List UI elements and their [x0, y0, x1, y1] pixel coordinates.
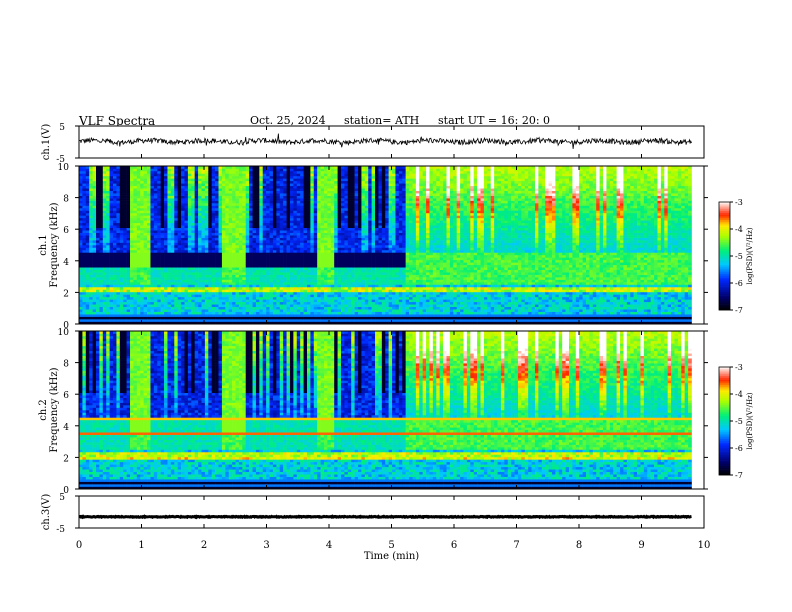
ch1-spectrogram-colorbar-tick-m4: -4: [735, 225, 743, 234]
x-tick-3: 3: [263, 540, 269, 551]
ch3-ytick-bottom: -5: [56, 525, 65, 535]
ch1-trace: [79, 133, 692, 149]
ch1-ytick-bottom: -5: [56, 155, 65, 165]
ch1-spectrogram-panel: 0 2 4 6 8 10 ch.1 Frequency (kHz) -3 -4 -5 -6 -7 log(…: [38, 163, 754, 331]
x-axis-label: Time (min): [364, 551, 419, 562]
x-tick-9: 9: [638, 540, 644, 551]
ch1-spectrogram-colorbar-tick-m3: -3: [735, 198, 743, 207]
ch2-spectrogram-ytick-6: 6: [63, 391, 69, 401]
ch2-spectrogram-ytick-4: 4: [63, 423, 69, 433]
ch2-spectrogram-ylabel-frequency: Frequency (kHz): [49, 367, 60, 452]
ch2-spectrogram-ytick-10: 10: [58, 328, 70, 338]
station-label: station= ATH: [344, 114, 419, 127]
ch1-spectrogram-ylabel-frequency: Frequency (kHz): [49, 202, 60, 287]
x-tick-2: 2: [201, 540, 207, 551]
x-tick-5: 5: [388, 540, 394, 551]
ch2-spectrogram-cells: [79, 331, 692, 490]
ch2-spectrogram-colorbar-tick-m6: -6: [735, 444, 743, 453]
start-time-label: start UT = 16: 20: 0: [438, 114, 550, 127]
ch3-panel: 5 -5 ch.3(V): [41, 493, 705, 535]
ch1-ytick-top: 5: [59, 123, 65, 133]
ch1-spectrogram-colorbar-tick-m7: -7: [735, 306, 743, 315]
ch3-ytick-top: 5: [59, 493, 65, 503]
x-tick-8: 8: [576, 540, 582, 551]
ch3-frame: [78, 495, 705, 529]
x-axis: 0 1 2 3 4 5 6 7 8 9 10 Time (min): [76, 540, 711, 562]
ch1-spectrogram-ytick-8: 8: [63, 195, 69, 205]
x-tick-1: 1: [138, 540, 144, 551]
ch1-spectrogram-cells: [79, 166, 692, 325]
ch2-spectrogram-colorbar-tick-m4: -4: [735, 390, 743, 399]
ch1-spectrogram-ytick-6: 6: [63, 226, 69, 236]
ch2-spectrogram-colorbar: -3 -4 -5 -6 -7 log(PSD)(V²/Hz): [718, 363, 754, 480]
ch2-spectrogram-ylabel-channel: ch.2: [38, 399, 49, 421]
x-tick-10: 10: [698, 540, 711, 551]
ch2-spectrogram-ytick-2: 2: [63, 454, 69, 464]
ch2-spectrogram-panel: 0 2 4 6 8 10 ch.2 Frequency (kHz) -3 -4 -5 -6 -7 log(…: [38, 328, 754, 496]
x-tick-7: 7: [513, 540, 519, 551]
ch1-spectrogram-colorbar-tick-m5: -5: [735, 252, 743, 261]
ch1-spectrogram-colorbar: -3 -4 -5 -6 -7 log(PSD)(V²/Hz): [718, 198, 754, 315]
ch1-spectrogram-colorbar-label: log(PSD)(V²/Hz): [746, 227, 754, 284]
x-tick-6: 6: [451, 540, 457, 551]
ch1-spectrogram-colorbar-tick-m6: -6: [735, 279, 743, 288]
ch2-spectrogram-ytick-8: 8: [63, 360, 69, 370]
ch3-trace: [78, 514, 692, 520]
ch2-spectrogram-colorbar-label: log(PSD)(V²/Hz): [746, 392, 754, 449]
ch1-spectrogram-ylabel-channel: ch.1: [38, 234, 49, 256]
chart-title: VLF Spectra: [79, 114, 155, 128]
x-tick-4: 4: [326, 540, 332, 551]
ch1-ylabel: ch.1(V): [41, 124, 52, 161]
ch1-spectrogram-ytick-0: 0: [63, 321, 69, 331]
x-tick-0: 0: [76, 540, 82, 551]
ch2-spectrogram-colorbar-tick-m5: -5: [735, 417, 743, 426]
ch1-spectrogram-ytick-10: 10: [58, 163, 70, 173]
ch2-spectrogram-colorbar-tick-m7: -7: [735, 471, 743, 480]
date-label: Oct. 25, 2024: [250, 114, 326, 127]
ch2-spectrogram-colorbar-tick-m3: -3: [735, 363, 743, 372]
ch1-spectrogram-ytick-2: 2: [63, 289, 69, 299]
ch3-ylabel: ch.3(V): [41, 494, 52, 531]
ch1-spectrogram-ytick-4: 4: [63, 258, 69, 268]
ch2-spectrogram-ytick-0: 0: [63, 486, 69, 496]
ch1-panel: 5 -5 ch.1(V): [41, 123, 705, 165]
